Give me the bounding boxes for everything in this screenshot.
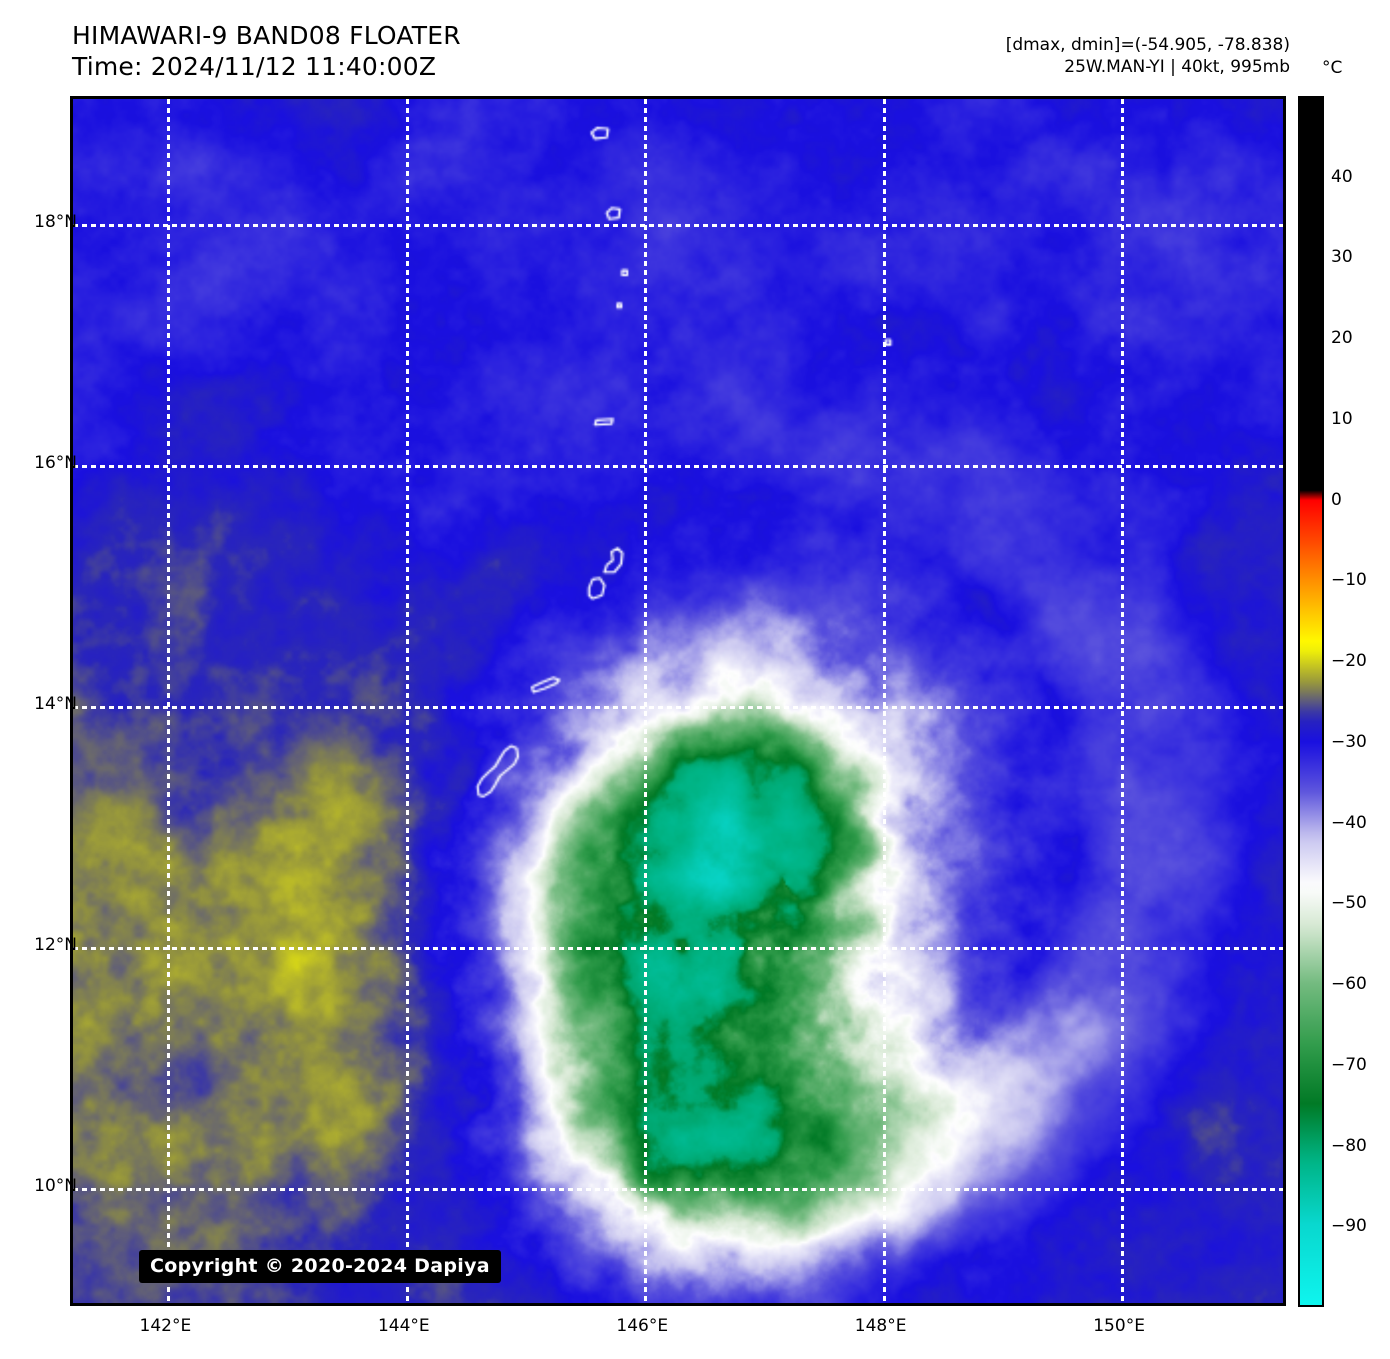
- satellite-image-plot[interactable]: Copyright © 2020-2024 Dapiya: [70, 96, 1286, 1306]
- colorbar-tick-label: −80: [1331, 1135, 1367, 1156]
- data-range-label: [dmax, dmin]=(-54.905, -78.838): [1005, 35, 1290, 55]
- colorbar-tick-label: −90: [1331, 1216, 1367, 1237]
- colorbar-tick-label: 10: [1331, 408, 1353, 429]
- colorbar-tick-label: −30: [1331, 731, 1367, 752]
- colorbar-tick-label: −50: [1331, 893, 1367, 914]
- colorbar-tick-label: −10: [1331, 570, 1367, 591]
- colorbar-tick-label: 30: [1331, 247, 1353, 268]
- colorbar-gradient: [1300, 98, 1322, 1305]
- colorbar-tick-label: 40: [1331, 166, 1353, 187]
- colorbar-tick-label: −70: [1331, 1054, 1367, 1075]
- x-axis-tick-label: 148°E: [854, 1316, 907, 1336]
- colorbar-tick-label: 20: [1331, 328, 1353, 349]
- x-axis-tick-label: 142°E: [139, 1316, 192, 1336]
- timestamp-label: Time: 2024/11/12 11:40:00Z: [72, 52, 437, 81]
- y-axis-tick-label: 10°N: [34, 1175, 77, 1196]
- copyright-watermark: Copyright © 2020-2024 Dapiya: [139, 1250, 501, 1283]
- storm-info-label: 25W.MAN-YI | 40kt, 995mb: [1064, 57, 1290, 77]
- x-axis-tick-label: 144°E: [377, 1316, 430, 1336]
- y-axis-tick-label: 12°N: [34, 934, 77, 955]
- header-title-block: HIMAWARI-9 BAND08 FLOATER Time: 2024/11/…: [72, 20, 461, 82]
- colorbar-tick-label: 0: [1331, 489, 1342, 510]
- satellite-imagery-canvas: [73, 99, 1283, 1303]
- page-title: HIMAWARI-9 BAND08 FLOATER: [72, 21, 461, 50]
- y-axis-tick-label: 16°N: [34, 453, 77, 474]
- colorbar-tick-label: −20: [1331, 651, 1367, 672]
- colorbar-tick-label: −60: [1331, 974, 1367, 995]
- y-axis-tick-label: 14°N: [34, 694, 77, 714]
- colorbar-tick-label: −40: [1331, 812, 1367, 833]
- y-axis-tick-label: 18°N: [34, 212, 77, 233]
- x-axis-tick-label: 150°E: [1093, 1316, 1145, 1336]
- header-meta-block: [dmax, dmin]=(-54.905, -78.838) 25W.MAN-…: [1006, 34, 1290, 78]
- colorbar-unit-label: °C: [1322, 58, 1343, 78]
- colorbar[interactable]: [1298, 96, 1324, 1307]
- x-axis-tick-label: 146°E: [616, 1316, 669, 1336]
